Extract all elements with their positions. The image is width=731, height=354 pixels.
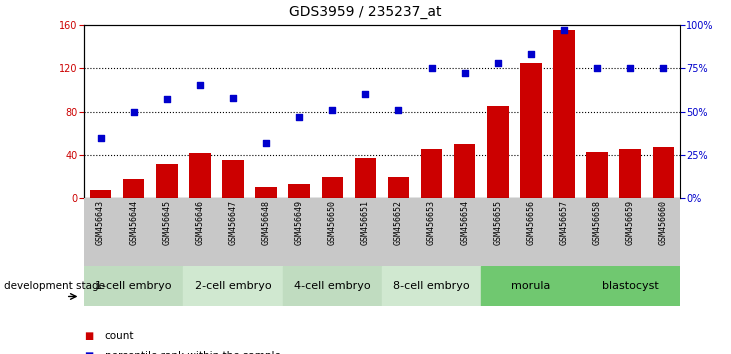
Text: GSM456660: GSM456660 xyxy=(659,200,668,245)
Point xyxy=(558,27,570,33)
Bar xyxy=(289,184,310,198)
Text: percentile rank within the sample: percentile rank within the sample xyxy=(105,351,281,354)
Point xyxy=(161,97,173,102)
Bar xyxy=(580,266,680,306)
Bar xyxy=(183,266,283,306)
Text: GSM456646: GSM456646 xyxy=(195,200,205,245)
Bar xyxy=(653,147,674,198)
Bar xyxy=(553,30,575,198)
Bar xyxy=(84,266,183,306)
Point xyxy=(128,109,140,114)
Text: blastocyst: blastocyst xyxy=(602,281,659,291)
Bar xyxy=(387,177,409,198)
Point xyxy=(227,95,239,101)
Text: GSM456655: GSM456655 xyxy=(493,200,502,245)
Point xyxy=(624,65,636,71)
Text: morula: morula xyxy=(511,281,550,291)
Text: GSM456643: GSM456643 xyxy=(96,200,105,245)
Bar xyxy=(355,158,376,198)
Bar xyxy=(520,63,542,198)
Bar xyxy=(322,177,343,198)
Text: ■: ■ xyxy=(84,351,94,354)
Text: GSM456649: GSM456649 xyxy=(295,200,303,245)
Text: GSM456650: GSM456650 xyxy=(327,200,337,245)
Text: 4-cell embryo: 4-cell embryo xyxy=(294,281,371,291)
Text: GSM456658: GSM456658 xyxy=(593,200,602,245)
Text: count: count xyxy=(105,331,134,341)
Bar xyxy=(454,144,475,198)
Point xyxy=(194,82,205,88)
Bar xyxy=(255,187,277,198)
Bar xyxy=(156,164,178,198)
Bar xyxy=(123,179,145,198)
Text: ■: ■ xyxy=(84,331,94,341)
Text: GSM456656: GSM456656 xyxy=(526,200,535,245)
Bar xyxy=(189,153,211,198)
Bar xyxy=(283,266,382,306)
Text: 2-cell embryo: 2-cell embryo xyxy=(194,281,271,291)
Point xyxy=(657,65,669,71)
Text: development stage: development stage xyxy=(4,281,105,291)
Point xyxy=(360,91,371,97)
Text: GSM456657: GSM456657 xyxy=(559,200,569,245)
Point xyxy=(293,114,305,120)
Text: GSM456651: GSM456651 xyxy=(361,200,370,245)
Text: GSM456659: GSM456659 xyxy=(626,200,635,245)
Text: GSM456652: GSM456652 xyxy=(394,200,403,245)
Text: GSM456647: GSM456647 xyxy=(229,200,238,245)
Bar xyxy=(619,149,641,198)
Text: GSM456644: GSM456644 xyxy=(129,200,138,245)
Text: GSM456654: GSM456654 xyxy=(461,200,469,245)
Point xyxy=(393,107,404,113)
Text: 1-cell embryo: 1-cell embryo xyxy=(96,281,172,291)
Bar xyxy=(481,266,580,306)
Bar xyxy=(222,160,243,198)
Point xyxy=(492,60,504,66)
Bar xyxy=(90,190,111,198)
Text: GSM456645: GSM456645 xyxy=(162,200,171,245)
Point xyxy=(260,140,272,145)
Bar xyxy=(586,152,608,198)
Bar xyxy=(421,149,442,198)
Point xyxy=(95,135,107,140)
Text: GSM456653: GSM456653 xyxy=(427,200,436,245)
Bar xyxy=(382,266,481,306)
Text: GSM456648: GSM456648 xyxy=(262,200,270,245)
Bar xyxy=(487,106,509,198)
Point xyxy=(525,51,537,57)
Point xyxy=(459,70,471,76)
Point xyxy=(591,65,603,71)
Point xyxy=(327,107,338,113)
Text: GDS3959 / 235237_at: GDS3959 / 235237_at xyxy=(289,5,442,19)
Point xyxy=(425,65,437,71)
Text: 8-cell embryo: 8-cell embryo xyxy=(393,281,470,291)
